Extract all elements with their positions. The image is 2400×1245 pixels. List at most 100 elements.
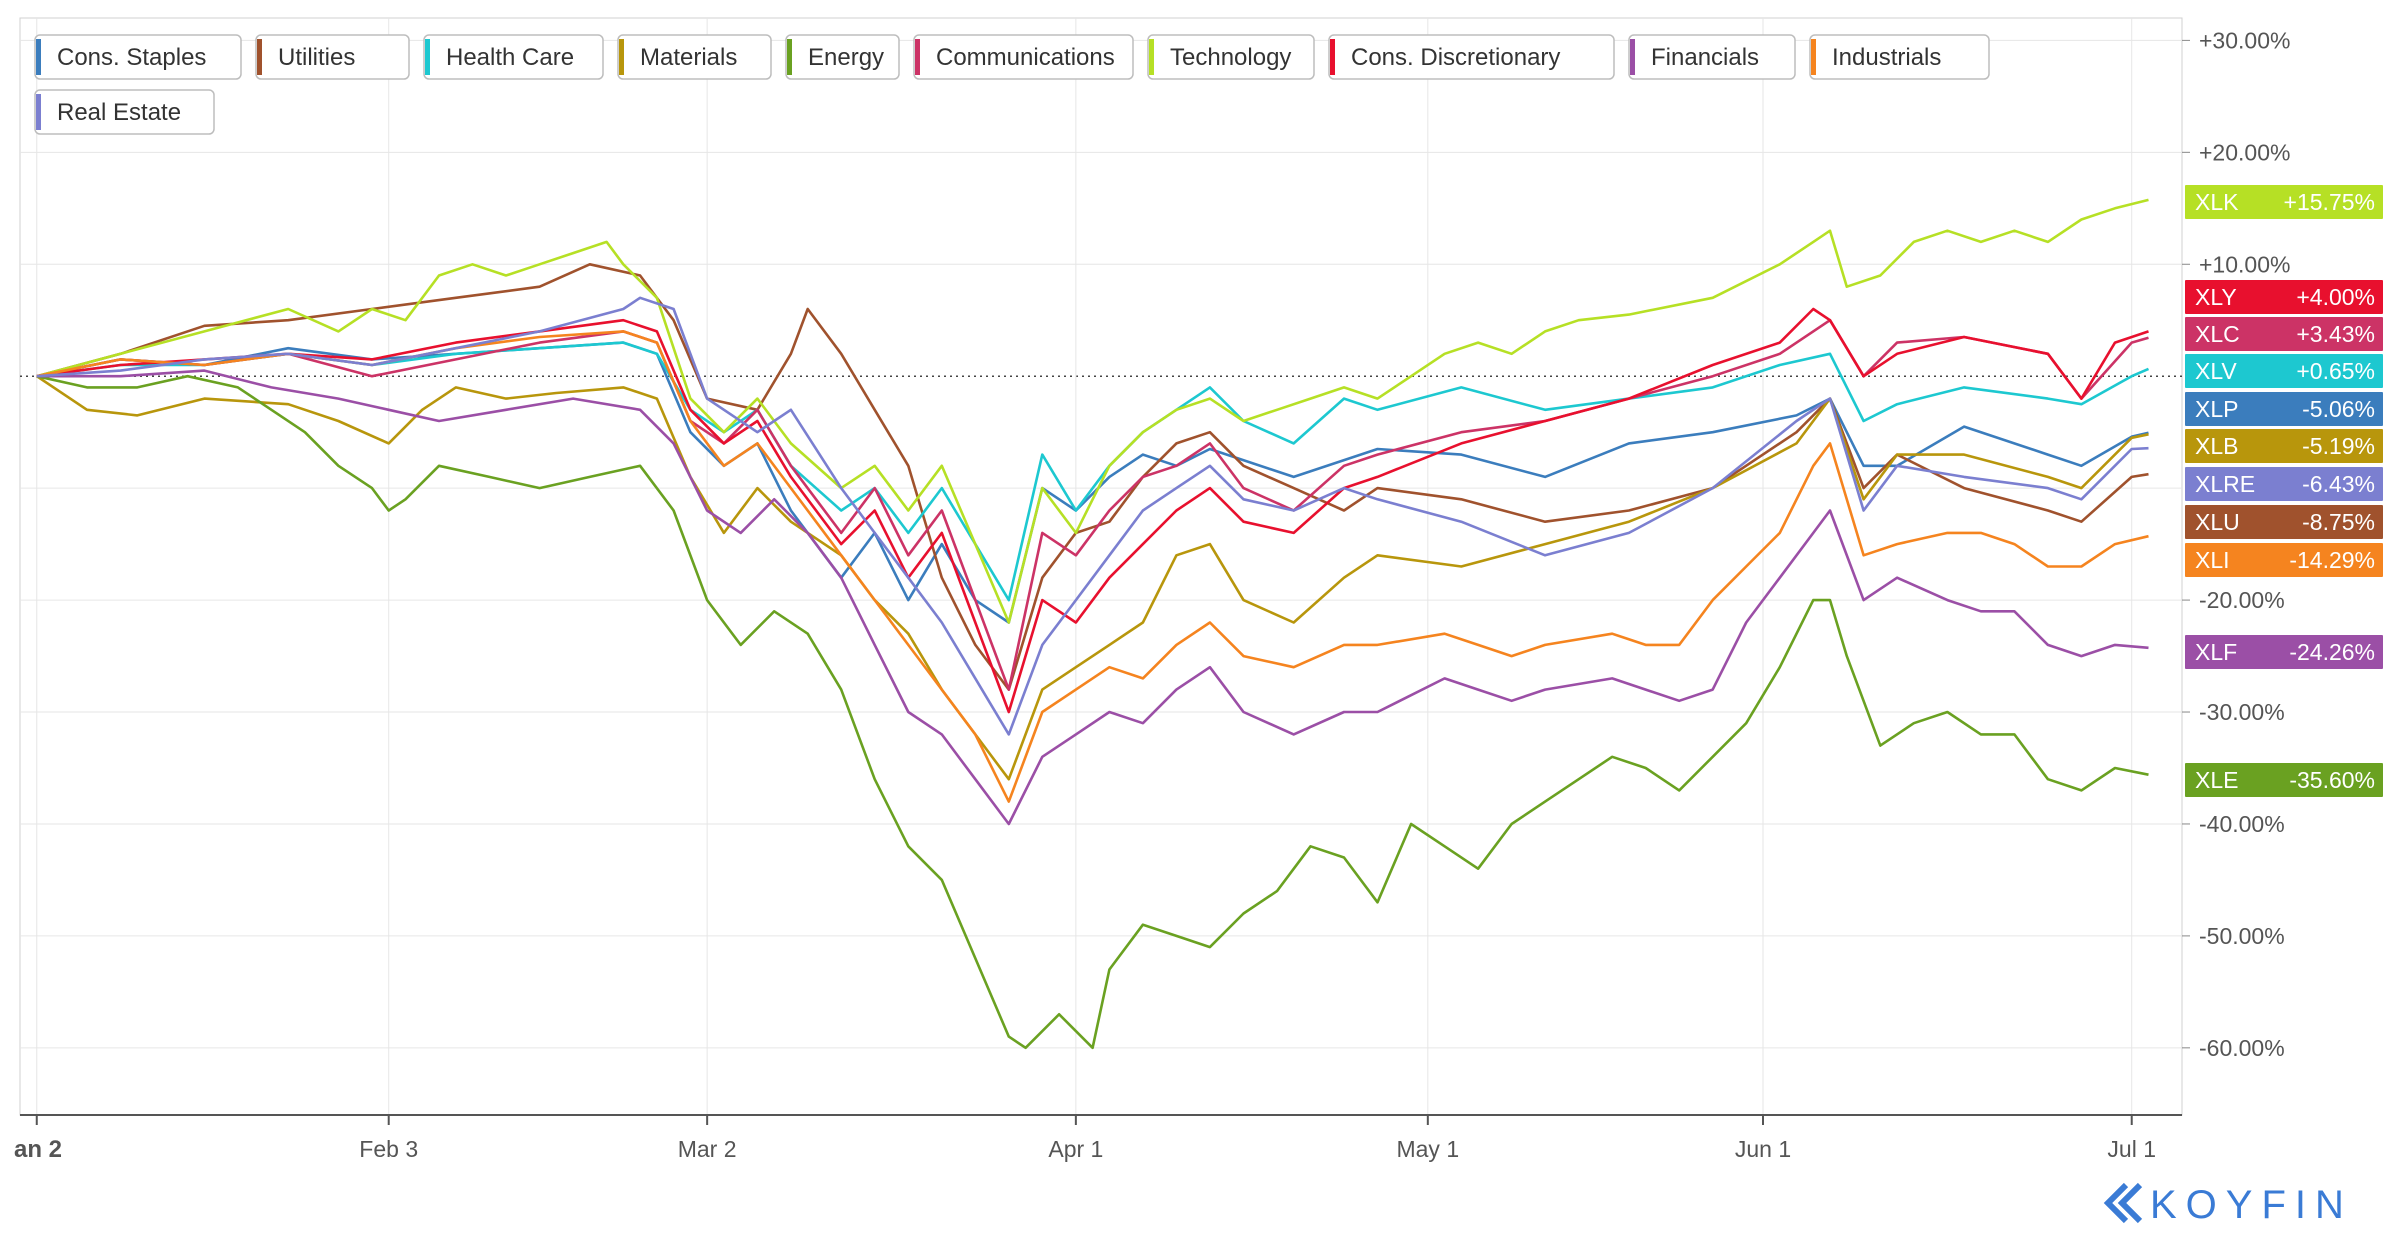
legend-item-label: Health Care: [446, 44, 574, 71]
series-line-xlk: [36, 198, 2149, 624]
value-tag-bg: [2185, 185, 2383, 219]
value-tag-xly: XLY +4.00%: [2185, 280, 2383, 314]
koyfin-logo-icon: [2103, 1182, 2143, 1224]
value-tag-bg: [2185, 635, 2383, 669]
value-tag-bg: [2185, 280, 2383, 314]
legend-item-xlk[interactable]: Technology: [1147, 34, 1315, 80]
value-tag-bg: [2185, 429, 2383, 463]
value-tag-ticker: XLP: [2195, 396, 2238, 422]
series-line-xli: [36, 330, 2149, 803]
value-tag-ticker: XLB: [2195, 433, 2238, 459]
value-tag-value: -24.26%: [2289, 639, 2375, 665]
series-line-xlv: [36, 341, 2150, 602]
value-tag-bg: [2185, 467, 2383, 501]
value-tag-ticker: XLV: [2195, 358, 2237, 384]
legend-item-box[interactable]: [1628, 34, 1796, 80]
legend-item-box[interactable]: [617, 34, 772, 80]
legend-color-swatch: [619, 39, 624, 75]
legend-item-box[interactable]: [785, 34, 900, 80]
value-tag-ticker: XLK: [2195, 189, 2239, 215]
legend-color-swatch: [787, 39, 792, 75]
legend-item-xlf[interactable]: Financials: [1628, 34, 1796, 80]
value-tag-value: -35.60%: [2289, 767, 2375, 793]
value-tag-value: -8.75%: [2302, 509, 2375, 535]
legend-item-xlu[interactable]: Utilities: [255, 34, 410, 80]
value-tag-ticker: XLY: [2195, 284, 2237, 310]
value-tag-value: -14.29%: [2289, 547, 2375, 573]
legend-item-label: Materials: [640, 44, 737, 71]
value-tag-bg: [2185, 317, 2383, 351]
value-tag-value: -5.19%: [2302, 433, 2375, 459]
legend-item-box[interactable]: [34, 34, 242, 80]
value-tag-ticker: XLE: [2195, 767, 2238, 793]
legend-color-swatch: [1811, 39, 1816, 75]
value-tag-xlu: XLU -8.75%: [2185, 505, 2383, 539]
series-line-xly: [36, 307, 2149, 714]
value-tag-ticker: XLC: [2195, 321, 2240, 347]
y-tick-label: -60.00%: [2199, 1035, 2285, 1061]
legend-item-box[interactable]: [1809, 34, 1990, 80]
legend-item-label: Cons. Discretionary: [1351, 44, 1560, 71]
y-tick-label: +10.00%: [2199, 251, 2290, 277]
legend-item-box[interactable]: [1147, 34, 1315, 80]
legend-item-box[interactable]: [423, 34, 604, 80]
legend-color-swatch: [915, 39, 920, 75]
value-tag-ticker: XLRE: [2195, 471, 2255, 497]
series-line-xlre: [36, 296, 2149, 736]
legend-item-box[interactable]: [255, 34, 410, 80]
legend-item-xle[interactable]: Energy: [785, 34, 900, 80]
legend-item-xlc[interactable]: Communications: [913, 34, 1134, 80]
legend-item-label: Communications: [936, 44, 1115, 71]
legend-item-xlre[interactable]: Real Estate: [34, 89, 215, 135]
value-tag-bg: [2185, 763, 2383, 797]
value-tag-bg: [2185, 543, 2383, 577]
legend-color-swatch: [36, 39, 41, 75]
series-line-xlc: [36, 318, 2149, 691]
series-line-xlp: [36, 341, 2149, 624]
legend-color-swatch: [1149, 39, 1154, 75]
series-line-xlb: [36, 375, 2149, 781]
y-tick-label: +30.00%: [2199, 27, 2290, 53]
legend-item-label: Energy: [808, 44, 884, 71]
value-tag-ticker: XLF: [2195, 639, 2237, 665]
value-tag-value: +15.75%: [2284, 189, 2375, 215]
legend-item-xlb[interactable]: Materials: [617, 34, 772, 80]
value-tag-xlp: XLP -5.06%: [2185, 392, 2383, 426]
value-tag-xlv: XLV +0.65%: [2185, 354, 2383, 388]
legend-item-box[interactable]: [34, 89, 215, 135]
value-tag-bg: [2185, 392, 2383, 426]
legend-item-xlv[interactable]: Health Care: [423, 34, 604, 80]
value-tag-xlre: XLRE -6.43%: [2185, 467, 2383, 501]
legend-item-box[interactable]: [913, 34, 1134, 80]
series-line-xlf: [36, 369, 2149, 826]
value-tag-xlf: XLF -24.26%: [2185, 635, 2383, 669]
value-tag-value: -5.06%: [2302, 396, 2375, 422]
legend-item-box[interactable]: [1328, 34, 1615, 80]
legend-item-xly[interactable]: Cons. Discretionary: [1328, 34, 1615, 80]
value-tag-xlk: XLK +15.75%: [2185, 185, 2383, 219]
value-tag-bg: [2185, 505, 2383, 539]
legend-item-label: Financials: [1651, 44, 1759, 71]
x-tick-label: an 2: [14, 1136, 62, 1163]
legend-color-swatch: [257, 39, 262, 75]
legend-item-label: Industrials: [1832, 44, 1941, 71]
x-tick-label: Mar 2: [678, 1136, 737, 1162]
y-tick-label: -40.00%: [2199, 811, 2285, 837]
legend-color-swatch: [36, 94, 41, 130]
legend-color-swatch: [425, 39, 430, 75]
legend-item-label: Technology: [1170, 44, 1291, 71]
value-tag-value: -6.43%: [2302, 471, 2375, 497]
value-tag-xlb: XLB -5.19%: [2185, 429, 2383, 463]
legend-item-xli[interactable]: Industrials: [1809, 34, 1990, 80]
value-tag-xli: XLI -14.29%: [2185, 543, 2383, 577]
legend-color-swatch: [1330, 39, 1335, 75]
value-tag-xlc: XLC +3.43%: [2185, 317, 2383, 351]
x-tick-label: May 1: [1396, 1136, 1459, 1162]
legend-item-xlp[interactable]: Cons. Staples: [34, 34, 242, 80]
x-tick-label: Jun 1: [1735, 1136, 1791, 1162]
y-tick-label: -50.00%: [2199, 923, 2285, 949]
x-tick-label: Apr 1: [1048, 1136, 1103, 1162]
value-tag-value: +0.65%: [2296, 358, 2375, 384]
